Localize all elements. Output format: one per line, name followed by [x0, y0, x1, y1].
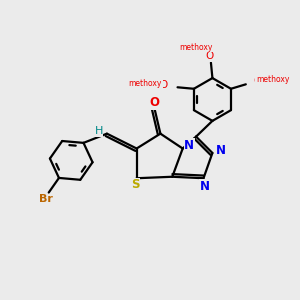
Text: S: S	[131, 178, 140, 191]
Text: H: H	[94, 126, 103, 136]
Text: methoxy: methoxy	[179, 43, 213, 52]
Text: O: O	[254, 76, 262, 86]
Text: O: O	[159, 80, 167, 90]
Text: methoxy: methoxy	[256, 75, 289, 84]
Text: N: N	[184, 139, 194, 152]
Text: Br: Br	[39, 194, 53, 204]
Text: O: O	[205, 51, 214, 61]
Text: N: N	[216, 144, 226, 157]
Text: N: N	[200, 180, 210, 193]
Text: methoxy: methoxy	[129, 79, 162, 88]
Text: O: O	[149, 96, 160, 109]
